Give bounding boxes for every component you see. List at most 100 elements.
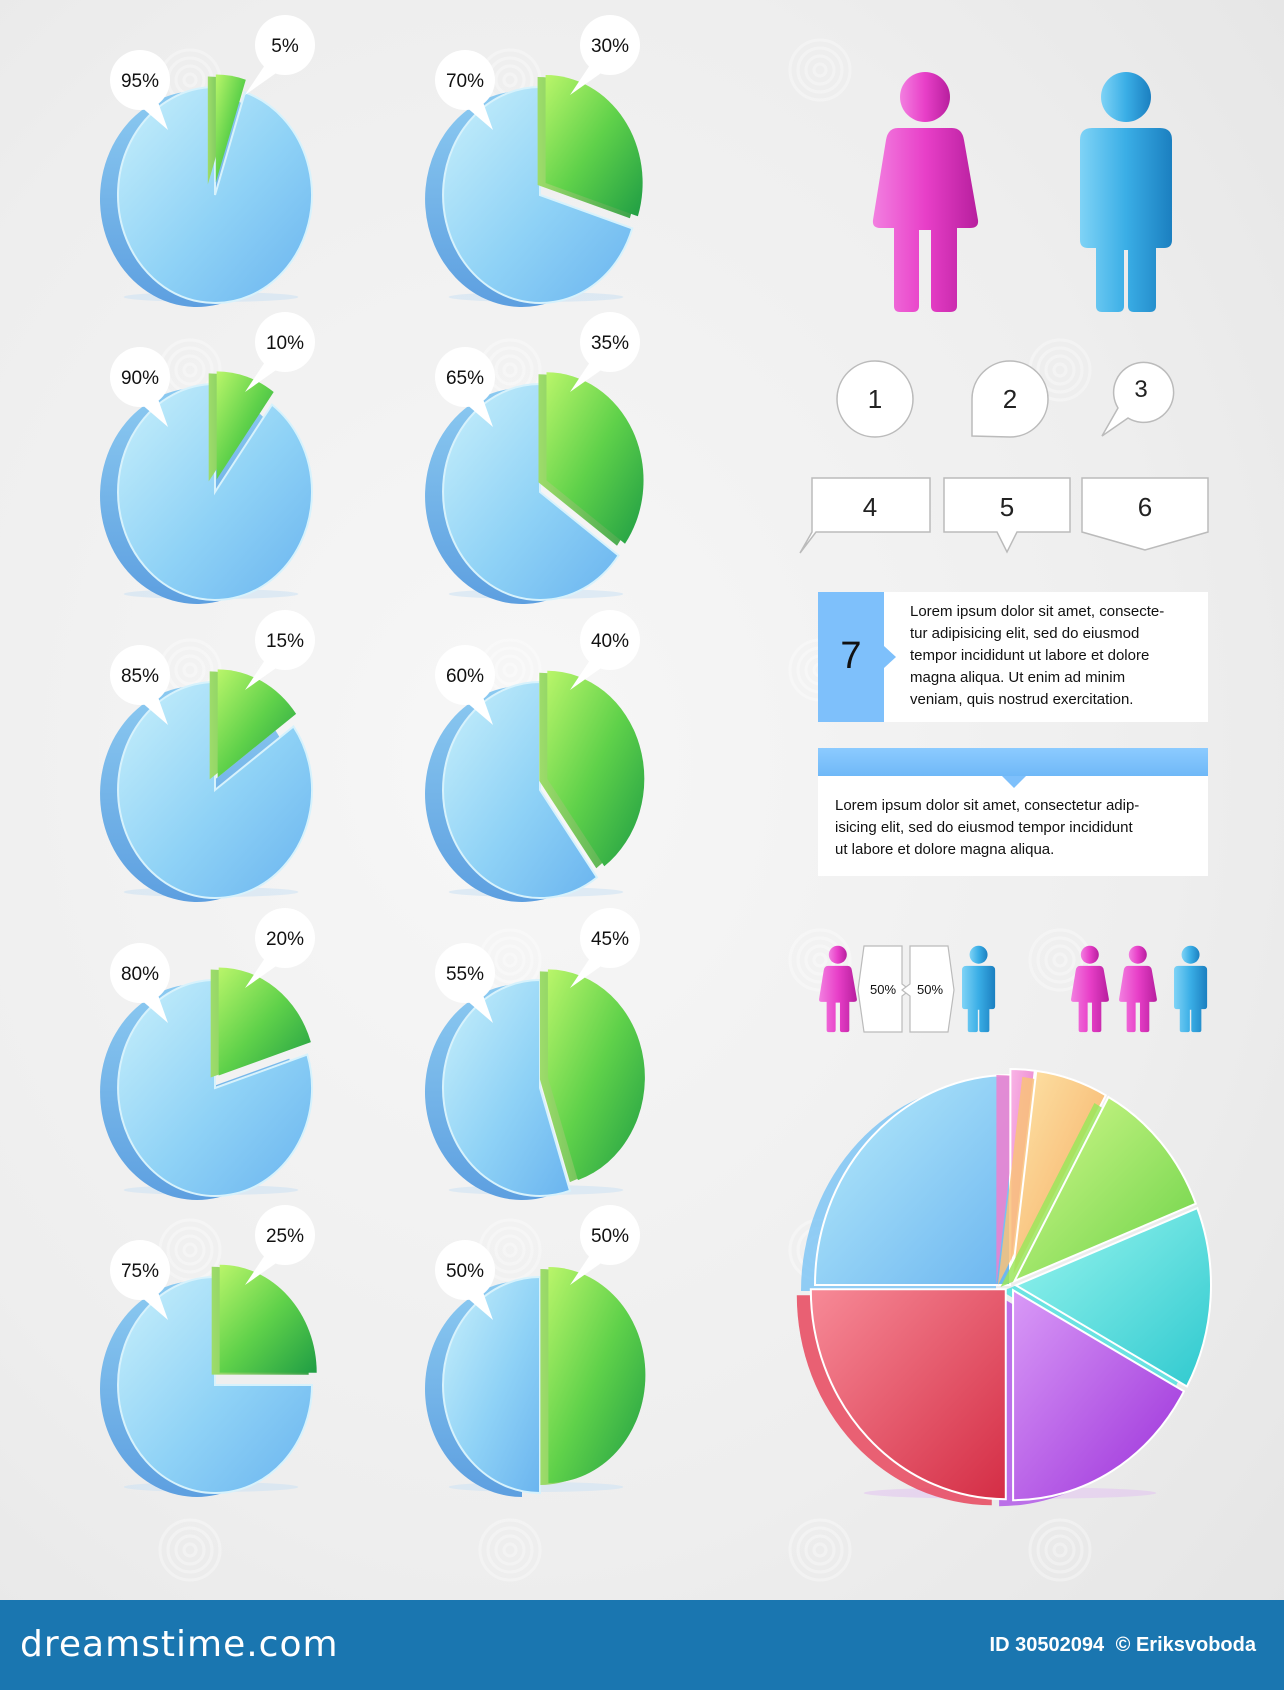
dreamstime-watermark-icon [478,1218,542,1282]
pie-chart-10: 50% 50% [425,1205,646,1497]
footer-credit: ID 30502094 © Eriksvoboda [984,1634,1256,1657]
female-figure-icon [819,945,857,1033]
data-label-green-text: 40% [591,631,629,652]
data-label-blue: 50% [435,1240,495,1320]
data-label-blue-text: 80% [121,964,159,985]
pie-slice-green [545,75,643,217]
pie-slice-green [217,669,297,778]
info-box-7-line-2: tur adipisicing elit, sed do eiusmod [910,625,1139,642]
data-label-green-text: 10% [266,333,304,354]
dreamstime-watermark-icon [1028,1518,1092,1582]
info-box-banner-line-3: ut labore et dolore magna aliqua. [835,841,1054,858]
pie-chart-4: 80% 20% [100,908,315,1200]
image-id: ID 30502094 [989,1634,1105,1656]
info-box-7-line-1: Lorem ipsum dolor sit amet, consecte- [910,603,1164,620]
data-label-green: 15% [245,610,315,690]
male-figure-icon [1174,945,1208,1033]
data-label-green-text: 15% [266,631,304,652]
data-label-blue: 75% [110,1240,170,1320]
data-label-green-text: 20% [266,929,304,950]
data-label-green: 20% [245,908,315,988]
pie-slice-green [215,74,246,183]
data-label-blue: 55% [435,943,495,1023]
data-label-blue-text: 55% [446,964,484,985]
callout-6-label: 6 [1138,492,1152,522]
data-label-green: 30% [570,15,640,95]
pie-slice-green [548,1267,646,1483]
pie-slice-green [547,670,645,867]
callout-5: 5 [943,477,1071,554]
female-percent: 50% [870,982,896,997]
male-figure-icon [962,945,996,1033]
big-pie-slice-blue [813,1073,1011,1286]
pie-slice-green [219,1264,317,1373]
pie-slice-blue [441,978,572,1197]
pie-slice-blue [442,1275,541,1495]
info-box-7-line-5: veniam, quis nostrud exercitation. [910,691,1133,708]
data-label-blue: 80% [110,943,170,1023]
big-pie-slice-cyan [1013,1206,1212,1388]
female-figure-icon [1071,945,1109,1033]
male-percent: 50% [917,982,943,997]
info-box-banner: Lorem ipsum dolor sit amet, consectetur … [818,748,1208,876]
data-label-blue: 70% [435,50,495,130]
data-label-green: 5% [245,15,315,95]
gender-ratio: 50% 50% [819,945,996,1033]
male-figure-icon [1080,72,1172,312]
pie-chart-9: 55% 45% [424,908,645,1200]
pie-chart-6: 70% 30% [425,15,643,307]
big-pie-slice-green [1012,1095,1198,1284]
callout-4: 4 [799,477,931,554]
pie-slice-blue [442,382,620,601]
pie-chart-3: 85% 15% [100,610,315,902]
female-figure-icon [872,72,979,312]
data-label-blue: 60% [435,645,495,725]
data-label-green-text: 35% [591,333,629,354]
callout-3: 3 [1101,361,1175,437]
data-label-blue-text: 95% [121,71,159,92]
data-label-green-text: 30% [591,36,629,57]
data-label-blue: 65% [435,347,495,427]
pie-chart-1: 95% 5% [99,15,315,308]
callout-6: 6 [1081,477,1209,551]
info-box-7-number: 7 [840,635,861,677]
info-box-banner-line-2: isicing elit, sed do eiusmod tempor inci… [835,819,1133,836]
pie-chart-5: 75% 25% [100,1205,317,1497]
callout-4-label: 4 [863,492,877,522]
callout-1: 1 [836,360,914,438]
female-figure-icon [1119,945,1157,1033]
pie-slice-green [216,371,274,480]
callout-3-label: 3 [1134,376,1147,403]
data-label-green: 25% [245,1205,315,1285]
infographic-canvas: 95%5%90%10%85%15%80%20%75%25%70%30%65%35… [99,15,1212,1582]
data-label-blue-text: 60% [446,666,484,687]
dreamstime-watermark-icon [788,1518,852,1582]
copyright: © Eriksvoboda [1115,1634,1256,1656]
footer-bar: dreamstime.com ID 30502094 © Eriksvoboda [0,1600,1284,1690]
data-label-blue-text: 90% [121,368,159,389]
big-pie-slice-purple [1012,1288,1186,1502]
callout-1-label: 1 [868,384,882,414]
data-label-green: 35% [570,312,640,392]
pie-slice-green [218,967,311,1076]
data-label-green-text: 25% [266,1226,304,1247]
info-box-7: 7 Lorem ipsum dolor sit amet, consecte- … [818,592,1208,722]
data-label-green-text: 5% [271,36,299,57]
big-pie-chart [796,1067,1212,1507]
data-label-blue-text: 75% [121,1261,159,1282]
data-label-green: 40% [570,610,640,690]
data-label-blue-text: 70% [446,71,484,92]
family-group [1071,945,1208,1033]
pie-slice-blue [117,680,314,899]
pie-chart-8: 60% 40% [425,610,645,902]
data-label-blue: 90% [110,347,170,427]
footer-logo: dreamstime.com [20,1624,339,1665]
callout-2: 2 [971,360,1049,438]
pie-slice-blue [442,680,599,899]
info-box-7-line-4: magna aliqua. Ut enim ad minim [910,669,1125,686]
data-label-blue-text: 65% [446,368,484,389]
data-label-green: 45% [570,908,640,988]
info-box-7-line-3: tempor incididunt ut labore et dolore [910,647,1149,664]
pie-chart-7: 65% 35% [425,312,644,604]
data-label-blue-text: 50% [446,1261,484,1282]
